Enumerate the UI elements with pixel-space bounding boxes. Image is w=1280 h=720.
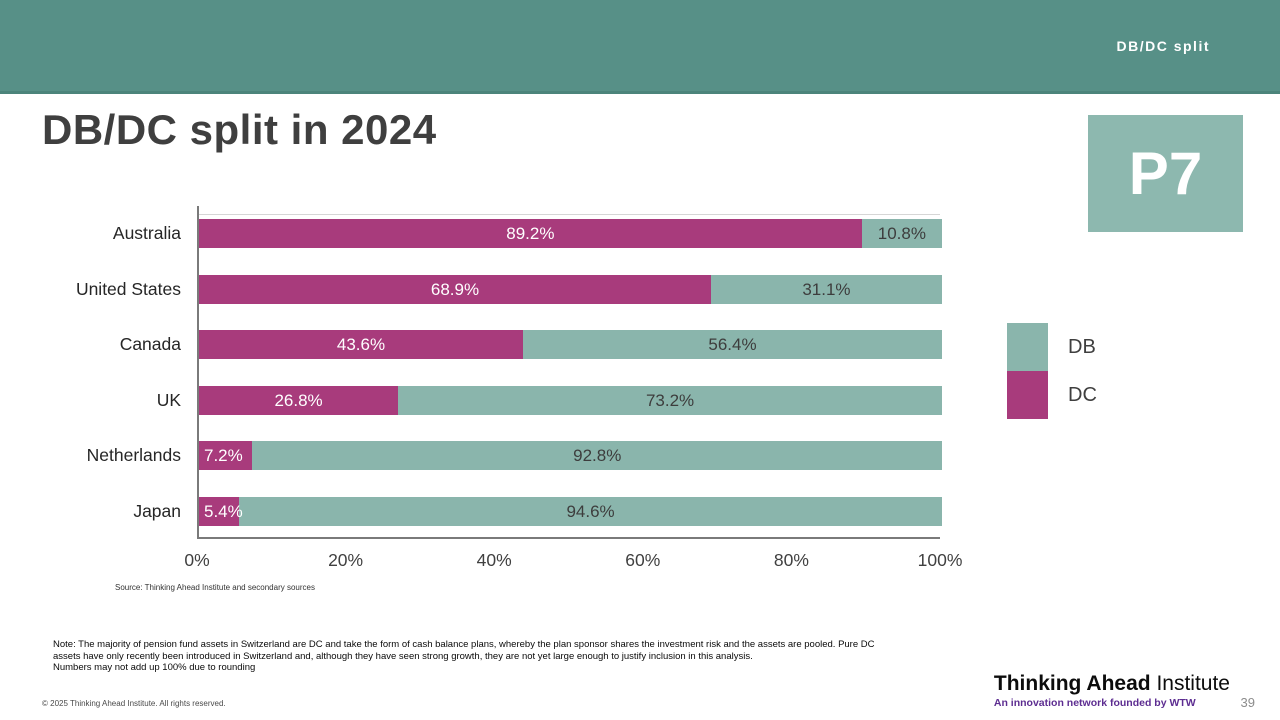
footnote-line: Note: The majority of pension fund asset… xyxy=(53,639,875,650)
p7-badge: P7 xyxy=(1088,115,1243,232)
bar-value-label: 43.6% xyxy=(336,335,386,354)
bar-value-label: 56.4% xyxy=(708,335,757,354)
bar-segment-db-canada xyxy=(522,330,942,359)
legend-swatch xyxy=(1007,323,1048,371)
plot-area: 89.2% 10.8% 68.9% 31.1% 43.6% 56.4% 26.8% 73.2%… xyxy=(197,206,942,539)
bar-value-label: 68.9% xyxy=(430,280,480,299)
bar-segment-db-uk xyxy=(398,386,942,415)
dbdc-split-chart: 89.2% 10.8% 68.9% 31.1% 43.6% 56.4% 26.8% 73.2%… xyxy=(0,206,1280,606)
legend-label: DC xyxy=(1068,383,1097,406)
legend-item-db: DB xyxy=(1007,323,1097,371)
header-band: DB/DC split xyxy=(0,0,1280,94)
category-label-netherlands: Netherlands xyxy=(86,445,181,465)
bar-value-label: 7.2% xyxy=(204,446,243,465)
x-axis-tick-label: 0% xyxy=(184,550,210,570)
logo-tagline: An innovation network founded by WTW xyxy=(993,697,1196,709)
bar-segment-dc-canada xyxy=(199,330,523,359)
copyright-text: © 2025 Thinking Ahead Institute. All rig… xyxy=(42,699,226,708)
logo-regular-part: Institute xyxy=(1150,672,1230,695)
footnote-line: Numbers may not add up 100% due to round… xyxy=(53,662,256,673)
bar-value-label: 92.8% xyxy=(573,446,622,465)
source-note: Source: Thinking Ahead Institute and sec… xyxy=(115,583,315,592)
x-axis-tick-label: 100% xyxy=(917,550,963,570)
bar-value-label: 73.2% xyxy=(645,391,695,410)
category-label-united-states: United States xyxy=(75,279,181,299)
category-label-canada: Canada xyxy=(119,334,181,354)
bar-segment-db-netherlands xyxy=(252,441,942,470)
bar-segment-db-australia xyxy=(861,219,942,248)
bar-value-label: 31.1% xyxy=(802,280,851,299)
category-label-australia: Australia xyxy=(112,223,181,243)
bar-segment-dc-uk xyxy=(199,386,399,415)
bar-segment-dc-netherlands xyxy=(199,441,253,470)
bar-segment-dc-australia xyxy=(199,219,862,248)
x-axis-tick-label: 80% xyxy=(773,550,809,570)
bar-segment-db-japan xyxy=(239,497,942,526)
bar-segment-db-united-states xyxy=(710,275,942,304)
legend-swatch xyxy=(1007,371,1048,419)
legend-label: DB xyxy=(1068,335,1096,358)
category-label-uk: UK xyxy=(156,390,181,410)
plot-top-border xyxy=(197,214,940,215)
page-title: DB/DC split in 2024 xyxy=(42,106,437,153)
logo-wordmark: Thinking Ahead Institute xyxy=(994,672,1230,696)
legend-item-dc: DC xyxy=(1007,371,1097,419)
bar-segment-dc-united-states xyxy=(199,275,711,304)
footnote-line: assets have only recently been introduce… xyxy=(53,650,753,662)
bar-value-label: 10.8% xyxy=(877,224,926,243)
x-axis-tick-label: 20% xyxy=(328,550,364,570)
header-section-label: DB/DC split xyxy=(1116,38,1210,54)
bar-value-label: 89.2% xyxy=(506,224,555,243)
bar-segment-dc-japan xyxy=(199,497,240,526)
thinking-ahead-institute-logo: Thinking Ahead Institute An innovation n… xyxy=(994,672,1230,709)
logo-bold-part: Thinking Ahead xyxy=(993,672,1151,695)
bar-value-label: 94.6% xyxy=(566,502,615,521)
footnote: Note: The majority of pension fund asset… xyxy=(53,639,1013,674)
category-label-japan: Japan xyxy=(133,501,181,521)
page-number: 39 xyxy=(1240,695,1255,710)
x-axis-tick-label: 40% xyxy=(476,550,512,570)
bar-value-label: 5.4% xyxy=(204,502,243,521)
chart-legend: DB DC xyxy=(1007,323,1097,419)
bar-value-label: 26.8% xyxy=(274,391,323,410)
x-axis-tick-label: 60% xyxy=(625,550,661,570)
